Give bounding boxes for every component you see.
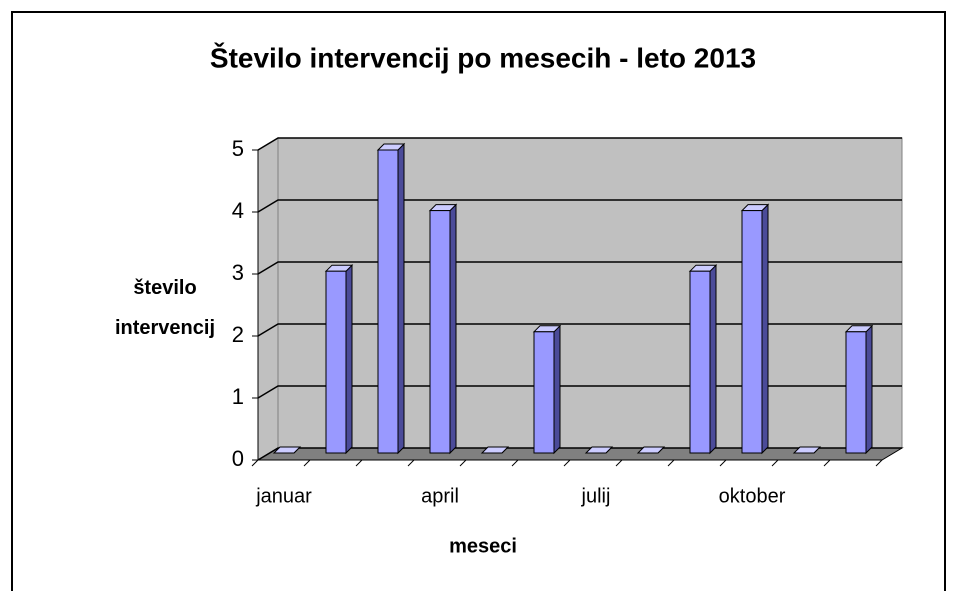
side-wall <box>257 137 279 461</box>
x-tick <box>719 459 727 467</box>
bar <box>792 446 822 454</box>
x-tick <box>355 459 363 467</box>
bar-front <box>377 149 399 454</box>
x-tick <box>251 459 259 467</box>
x-tick <box>407 459 415 467</box>
x-tick-label: julij <box>581 485 611 507</box>
bar-side <box>397 142 405 455</box>
bar <box>324 263 354 455</box>
y-tick-label: 4 <box>232 198 244 223</box>
x-axis-label: meseci <box>449 535 517 557</box>
bar <box>428 203 458 455</box>
x-tick <box>459 459 467 467</box>
bar <box>740 203 770 455</box>
x-tick <box>615 459 623 467</box>
y-tick-label: 5 <box>232 136 244 161</box>
y-axis-label: število intervencij <box>114 277 216 339</box>
x-tick <box>823 459 831 467</box>
chart-frame <box>11 11 946 591</box>
plot-area: 0 1 2 3 4 5 januar april julij oktober <box>232 136 904 507</box>
x-tick <box>563 459 571 467</box>
bar-front <box>845 331 867 454</box>
y-tick-label: 0 <box>232 446 244 471</box>
grid-line <box>257 199 902 213</box>
bar <box>584 446 614 454</box>
bar-front <box>689 270 711 454</box>
bar-front <box>325 270 347 454</box>
bar-top <box>272 446 302 454</box>
x-tick <box>875 459 883 467</box>
x-tick <box>511 459 519 467</box>
bar-top <box>480 446 510 454</box>
y-tick-label: 1 <box>232 384 244 409</box>
back-wall <box>277 137 903 449</box>
x-tick-label: april <box>421 485 459 507</box>
x-tick <box>667 459 675 467</box>
chart-title: Število intervencij po mesecih - leto 20… <box>210 41 756 73</box>
bar-side <box>449 203 457 455</box>
x-tick-label: januar <box>255 485 312 507</box>
bar-top <box>584 446 614 454</box>
x-tick-label: oktober <box>719 485 786 507</box>
bar <box>532 324 562 455</box>
bar-side <box>553 324 561 455</box>
grid-line <box>257 261 902 275</box>
bar <box>636 446 666 454</box>
bar-front <box>533 331 555 454</box>
y-tick-label: 3 <box>232 260 244 285</box>
bar <box>272 446 302 454</box>
bar <box>688 263 718 455</box>
bar-front <box>741 210 763 454</box>
x-tick <box>771 459 779 467</box>
x-tick <box>303 459 311 467</box>
bar-top <box>792 446 822 454</box>
bar <box>844 324 874 455</box>
bar <box>480 446 510 454</box>
bar-side <box>761 203 769 455</box>
y-tick-label: 2 <box>232 322 244 347</box>
grid-line <box>257 137 902 151</box>
bar-side <box>345 263 353 455</box>
bar-top <box>636 446 666 454</box>
bar-side <box>865 324 873 455</box>
bar-front <box>429 210 451 454</box>
bar <box>376 142 406 455</box>
bar-side <box>709 263 717 455</box>
